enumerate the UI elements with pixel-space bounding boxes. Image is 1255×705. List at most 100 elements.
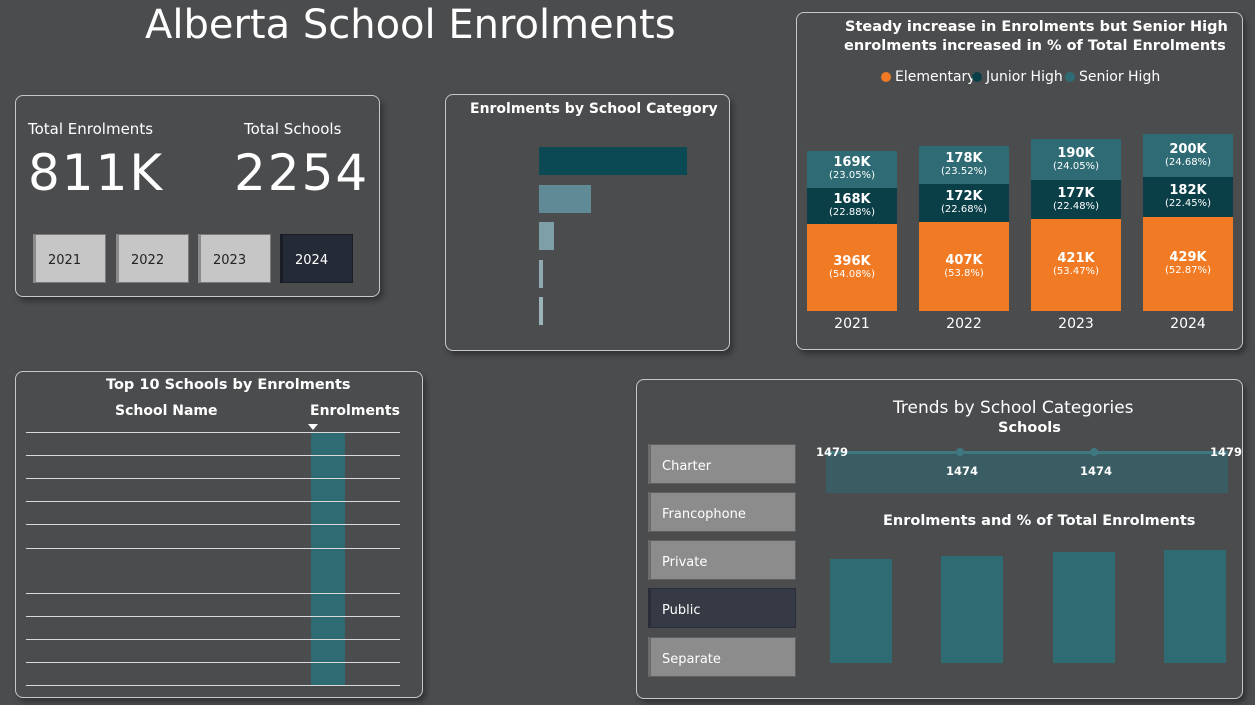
stack-segment-junior-high-2021: 168K (22.88%) (807, 187, 897, 225)
stack-percent-label: (54.08%) (829, 268, 875, 280)
stack-value-label: 396K (833, 253, 871, 269)
table-row (26, 549, 400, 594)
column-header-enrolments[interactable]: Enrolments (310, 403, 400, 419)
stack-percent-label: (22.88%) (829, 207, 875, 219)
stack-percent-label: (22.48%) (1053, 200, 1099, 212)
year-button-2023[interactable]: 2023 (198, 234, 271, 283)
trends-title: Trends by School Categories (893, 398, 1134, 418)
schools-label-2023: 1474 (1080, 464, 1113, 478)
stack-segment-elementary-2021: 396K (54.08%) (807, 224, 897, 311)
stack-value-label: 429K (1169, 250, 1207, 266)
category-button-separate[interactable]: Separate (648, 637, 796, 677)
year-button-2022[interactable]: 2022 (116, 234, 189, 283)
stack-percent-label: (23.05%) (829, 170, 875, 182)
category-button-private[interactable]: Private (648, 540, 796, 580)
legend-junior-high: Junior High (972, 69, 1063, 85)
stack-segment-senior-high-2021: 169K (23.05%) (807, 150, 897, 188)
stack-segment-elementary-2023: 421K (53.47%) (1031, 219, 1121, 311)
schools-point-2022 (956, 448, 964, 456)
table-row (26, 594, 400, 617)
stack-percent-label: (22.68%) (941, 204, 987, 216)
kpi-card: Total Enrolments Total Schools 811K 2254… (15, 95, 380, 297)
stack-x-label-2022: 2022 (946, 316, 982, 332)
table-row (26, 617, 400, 640)
stack-value-label: 190K (1057, 145, 1095, 161)
schools-line-area (826, 451, 1228, 493)
enrolment-bar-2023 (1053, 552, 1115, 663)
category-bar-charter (539, 259, 544, 288)
enrolment-bar-2022 (941, 555, 1003, 663)
page-title: Alberta School Enrolments (145, 2, 676, 48)
enrolments-title: Enrolments and % of Total Enrolments (883, 513, 1196, 529)
stack-value-label: 182K (1169, 183, 1207, 199)
stack-x-label-2023: 2023 (1058, 316, 1094, 332)
category-bar-public (539, 147, 687, 175)
category-bar-francophone (539, 297, 543, 325)
stack-value-label: 177K (1057, 185, 1095, 201)
top10-title: Top 10 Schools by Enrolments (106, 377, 351, 393)
table-row (26, 502, 400, 525)
stack-value-label: 178K (945, 151, 983, 167)
year-button-2021[interactable]: 2021 (33, 234, 106, 283)
enrolment-bar-2024 (1164, 549, 1226, 663)
category-bar-private (539, 222, 555, 250)
category-button-public[interactable]: Public (648, 588, 796, 628)
stack-percent-label: (22.45%) (1165, 198, 1211, 210)
table-row (26, 663, 400, 686)
stack-percent-label: (24.05%) (1053, 160, 1099, 172)
category-button-francophone[interactable]: Francophone (648, 492, 796, 532)
top10-card: Top 10 Schools by Enrolments School Name… (15, 371, 423, 698)
legend-dot-elementary (881, 72, 891, 82)
stack-x-label-2021: 2021 (834, 316, 870, 332)
category-bar-separate (539, 184, 592, 213)
stack-percent-label: (53.8%) (944, 267, 984, 279)
stack-segment-senior-high-2024: 200K (24.68%) (1143, 133, 1233, 178)
total-schools-value: 2254 (234, 144, 370, 202)
stack-value-label: 172K (945, 189, 983, 205)
stack-segment-elementary-2024: 429K (52.87%) (1143, 217, 1233, 311)
column-header-school-name[interactable]: School Name (115, 403, 218, 419)
stack-segment-junior-high-2023: 177K (22.48%) (1031, 180, 1121, 219)
category-chart-card: Enrolments by School Category (445, 94, 730, 351)
stacked-chart-card: Steady increase in Enrolments but Senior… (796, 12, 1243, 350)
schools-line (826, 451, 1228, 454)
stack-value-label: 421K (1057, 250, 1095, 266)
table-row (26, 526, 400, 549)
stack-segment-senior-high-2022: 178K (23.52%) (919, 145, 1009, 185)
legend-dot-senior-high (1065, 72, 1075, 82)
table-row (26, 433, 400, 456)
enrolment-bar-2021 (830, 559, 892, 663)
schools-title: Schools (998, 420, 1061, 436)
table-row (26, 640, 400, 663)
year-button-2024[interactable]: 2024 (280, 234, 353, 283)
schools-label-2024: 1479 (1210, 445, 1243, 459)
stack-segment-junior-high-2022: 172K (22.68%) (919, 184, 1009, 223)
enrolments-databar-column (311, 432, 345, 686)
stack-value-label: 200K (1169, 141, 1207, 157)
stack-percent-label: (23.52%) (941, 166, 987, 178)
stack-x-label-2024: 2024 (1170, 316, 1206, 332)
stack-value-label: 168K (833, 192, 871, 208)
stack-percent-label: (53.47%) (1053, 265, 1099, 277)
table-row (26, 479, 400, 502)
legend-elementary: Elementary (881, 69, 976, 85)
schools-label-2022: 1474 (946, 464, 979, 478)
legend-senior-high: Senior High (1065, 69, 1160, 85)
total-enrolments-value: 811K (28, 144, 165, 202)
stack-percent-label: (52.87%) (1165, 265, 1211, 277)
sort-desc-icon[interactable] (308, 424, 318, 430)
legend-dot-junior-high (972, 72, 982, 82)
table-row (26, 456, 400, 479)
stack-segment-senior-high-2023: 190K (24.05%) (1031, 138, 1121, 181)
header-divider (26, 432, 400, 433)
category-chart-title: Enrolments by School Category (470, 101, 718, 117)
total-enrolments-label: Total Enrolments (28, 120, 154, 138)
category-button-charter[interactable]: Charter (648, 444, 796, 484)
schools-point-2023 (1090, 448, 1098, 456)
stack-value-label: 407K (945, 252, 983, 268)
stack-segment-junior-high-2024: 182K (22.45%) (1143, 177, 1233, 218)
schools-label-2021: 1479 (816, 445, 849, 459)
stack-segment-elementary-2022: 407K (53.8%) (919, 222, 1009, 311)
total-schools-label: Total Schools (244, 120, 342, 138)
stack-value-label: 169K (833, 155, 871, 171)
